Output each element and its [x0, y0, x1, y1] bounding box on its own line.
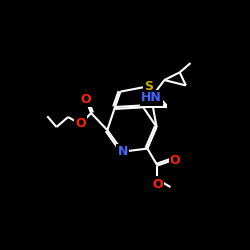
Text: O: O	[75, 118, 86, 130]
Text: O: O	[80, 93, 91, 106]
Text: O: O	[152, 178, 163, 190]
Text: O: O	[170, 154, 180, 168]
Text: S: S	[144, 80, 154, 93]
Text: N: N	[118, 145, 128, 158]
Text: HN: HN	[141, 91, 162, 104]
